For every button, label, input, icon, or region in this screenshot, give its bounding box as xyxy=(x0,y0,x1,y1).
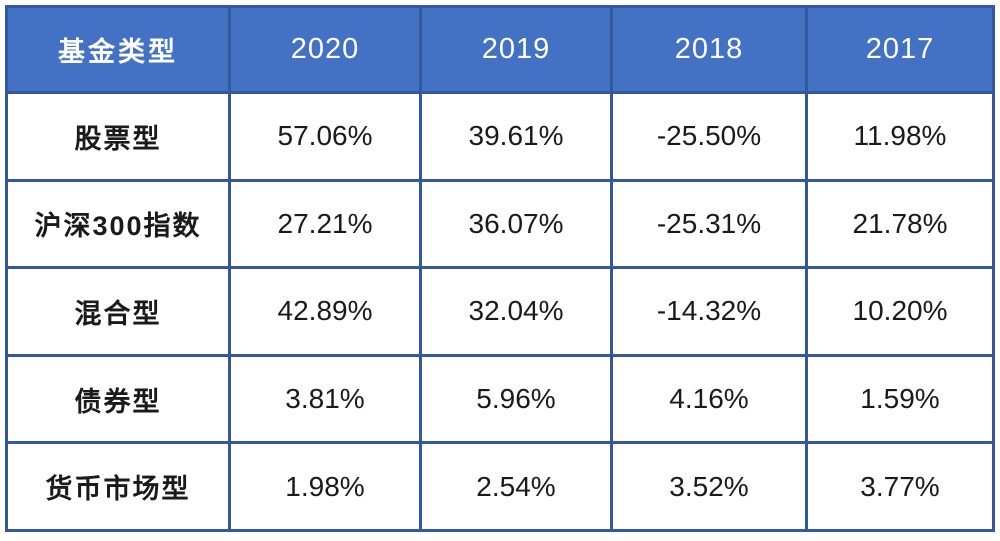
value-cell: -25.50% xyxy=(610,91,808,182)
header-row: 基金类型 2020 2019 2018 2017 xyxy=(5,5,995,94)
value-cell: 21.78% xyxy=(805,178,995,270)
value-cell: 57.06% xyxy=(228,91,422,182)
value-cell: 1.59% xyxy=(805,353,995,445)
row-label-money-market: 货币市场型 xyxy=(5,441,231,532)
header-cell-fund-type: 基金类型 xyxy=(5,5,231,94)
row-label-bond: 债券型 xyxy=(5,353,231,445)
header-cell-year-2019: 2019 xyxy=(419,5,613,94)
row-label-stock: 股票型 xyxy=(5,91,231,182)
value-cell: 42.89% xyxy=(228,266,422,357)
table-row-stock: 股票型 57.06% 39.61% -25.50% 11.98% xyxy=(5,91,995,182)
value-cell: 4.16% xyxy=(610,353,808,445)
fund-returns-table: 基金类型 2020 2019 2018 2017 股票型 57.06% 39.6… xyxy=(5,5,995,532)
value-cell: 1.98% xyxy=(228,441,422,532)
value-cell: 32.04% xyxy=(419,266,613,357)
fund-returns-by-year-table: 基金类型 2020 2019 2018 2017 股票型 57.06% 39.6… xyxy=(5,5,995,532)
value-cell: 39.61% xyxy=(419,91,613,182)
value-cell: -14.32% xyxy=(610,266,808,357)
value-cell: 3.52% xyxy=(610,441,808,532)
value-cell: 36.07% xyxy=(419,178,613,270)
header-cell-year-2017: 2017 xyxy=(805,5,995,94)
row-label-csi300: 沪深300指数 xyxy=(5,178,231,270)
value-cell: 5.96% xyxy=(419,353,613,445)
value-cell: 2.54% xyxy=(419,441,613,532)
table-row-bond: 债券型 3.81% 5.96% 4.16% 1.59% xyxy=(5,353,995,445)
value-cell: -25.31% xyxy=(610,178,808,270)
header-cell-year-2020: 2020 xyxy=(228,5,422,94)
value-cell: 10.20% xyxy=(805,266,995,357)
table-row-hybrid: 混合型 42.89% 32.04% -14.32% 10.20% xyxy=(5,266,995,357)
row-label-hybrid: 混合型 xyxy=(5,266,231,357)
value-cell: 11.98% xyxy=(805,91,995,182)
header-cell-year-2018: 2018 xyxy=(610,5,808,94)
value-cell: 27.21% xyxy=(228,178,422,270)
table-row-csi300: 沪深300指数 27.21% 36.07% -25.31% 21.78% xyxy=(5,178,995,270)
value-cell: 3.77% xyxy=(805,441,995,532)
table-row-money-market: 货币市场型 1.98% 2.54% 3.52% 3.77% xyxy=(5,441,995,532)
value-cell: 3.81% xyxy=(228,353,422,445)
